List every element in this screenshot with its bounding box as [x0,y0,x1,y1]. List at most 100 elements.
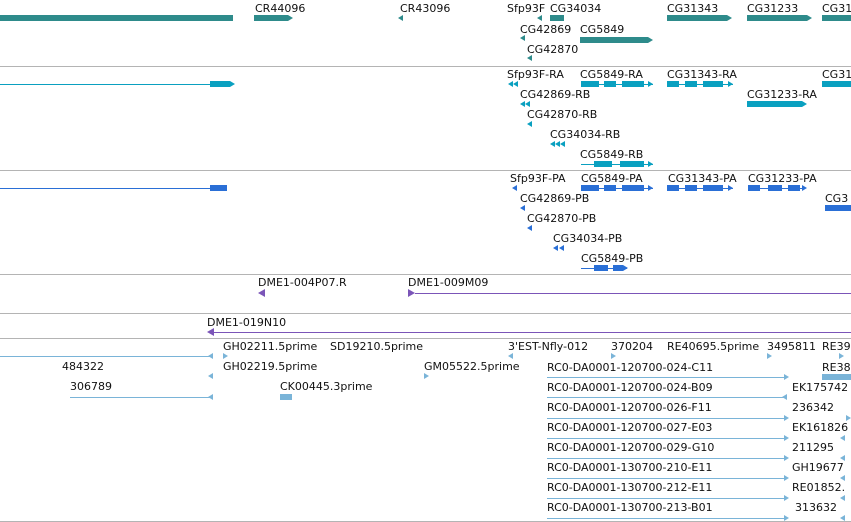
transcript-exon[interactable] [620,161,644,167]
arrow-right-icon[interactable] [784,374,789,380]
est-label[interactable]: RC0-DA0001-120700-026-F11 [547,401,712,414]
arrow-left-icon[interactable] [559,245,564,251]
arrow-left-icon[interactable] [520,101,525,107]
gene-feature-bar[interactable] [254,15,288,21]
clone-end-marker[interactable] [207,328,214,336]
arrow-right-icon[interactable] [846,415,851,421]
est-label[interactable]: RE39 [822,340,851,353]
est-span-line[interactable] [547,438,787,439]
arrow-left-icon[interactable] [840,495,845,501]
protein-label[interactable]: CG31233-PA [748,172,817,185]
gene-label[interactable]: CG42870 [527,43,579,56]
protein-exon[interactable] [210,185,227,191]
est-label[interactable]: GM05522.5prime [424,360,520,373]
est-span-line[interactable] [547,377,787,378]
transcript-exon[interactable] [685,81,697,87]
est-label[interactable]: GH02219.5prime [223,360,318,373]
gene-feature-bar[interactable] [0,15,233,21]
est-label[interactable]: CK00445.3prime [280,380,373,393]
transcript-exon[interactable] [604,81,616,87]
transcript-label[interactable]: CG31343-RA [667,68,737,81]
est-span-line[interactable] [547,498,787,499]
arrow-left-icon[interactable] [840,435,845,441]
protein-exon[interactable] [788,185,800,191]
arrow-right-icon[interactable] [784,415,789,421]
arrow-left-icon[interactable] [513,81,518,87]
protein-exon[interactable] [581,185,599,191]
est-label[interactable]: RC0-DA0001-120700-024-C11 [547,361,714,374]
arrow-left-icon[interactable] [782,394,787,400]
gene-feature-bar[interactable] [580,37,648,43]
arrow-left-icon[interactable] [520,205,525,211]
est-label[interactable]: 484322 [62,360,104,373]
gene-label[interactable]: CG34034 [550,2,602,15]
protein-label[interactable]: CG34034-PB [553,232,623,245]
gene-feature-bar[interactable] [667,15,727,21]
est-span-line[interactable] [547,458,787,459]
arrow-right-icon[interactable] [424,373,429,379]
gene-label[interactable]: CG31343 [667,2,719,15]
transcript-label[interactable]: CG34034-RB [550,128,621,141]
arrow-left-icon[interactable] [560,141,565,147]
est-label[interactable]: 3495811 [767,340,816,353]
est-label[interactable]: 211295 [792,441,834,454]
transcript-exon[interactable] [210,81,230,87]
gene-feature-bar[interactable] [822,15,851,21]
arrow-right-icon[interactable] [611,353,616,359]
protein-exon[interactable] [748,185,760,191]
clone-label[interactable]: DME1-019N10 [207,316,287,329]
protein-exon[interactable] [768,185,782,191]
arrow-left-icon[interactable] [208,353,213,359]
transcript-label[interactable]: CG42870-RB [527,108,598,121]
arrow-left-icon[interactable] [520,35,525,41]
clone-span-line[interactable] [214,332,851,333]
protein-label[interactable]: CG42869-PB [520,192,590,205]
est-label[interactable]: SD19210.5prime [330,340,423,353]
protein-exon[interactable] [825,205,851,211]
arrow-left-icon[interactable] [527,55,532,61]
arrow-left-icon[interactable] [208,394,213,400]
est-label[interactable]: RC0-DA0001-120700-029-G10 [547,441,715,454]
est-label[interactable]: 306789 [70,380,112,393]
arrow-left-icon[interactable] [840,475,845,481]
protein-label[interactable]: Sfp93F-PA [510,172,566,185]
transcript-label[interactable]: CG31 [822,68,851,81]
transcript-exon[interactable] [703,81,723,87]
arrow-right-icon[interactable] [784,435,789,441]
arrow-left-icon[interactable] [527,121,532,127]
est-span-line[interactable] [547,397,787,398]
protein-label[interactable]: CG5849-PB [581,252,644,265]
est-span-line[interactable] [70,397,212,398]
est-label[interactable]: GH19677 [792,461,844,474]
arrow-left-icon[interactable] [550,141,555,147]
transcript-label[interactable]: CG42869-RB [520,88,591,101]
est-label[interactable]: 3'EST-Nfly-012 [508,340,589,353]
protein-exon[interactable] [667,185,679,191]
protein-exon[interactable] [594,265,608,271]
transcript-label[interactable]: CG5849-RA [580,68,643,81]
transcript-exon[interactable] [581,81,599,87]
arrow-left-icon[interactable] [537,15,542,21]
clone-label[interactable]: DME1-009M09 [408,276,489,289]
arrow-left-icon[interactable] [840,515,845,521]
protein-exon[interactable] [604,185,616,191]
arrow-right-icon[interactable] [784,515,789,521]
arrow-left-icon[interactable] [553,245,558,251]
clone-label[interactable]: DME1-004P07.R [258,276,347,289]
arrow-right-icon[interactable] [784,475,789,481]
est-span-line[interactable] [547,518,787,519]
est-label[interactable]: EK175742 [792,381,849,394]
protein-label[interactable]: CG3 [825,192,849,205]
gene-feature-bar[interactable] [550,15,564,21]
arrow-left-icon[interactable] [508,353,513,359]
protein-exon[interactable] [703,185,723,191]
arrow-right-icon[interactable] [784,495,789,501]
est-label[interactable]: RE38 [822,361,851,374]
est-label[interactable]: RE01852. [792,481,846,494]
est-label[interactable]: GH02211.5prime [223,340,318,353]
protein-label[interactable]: CG31343-PA [668,172,737,185]
est-feature-bar[interactable] [822,374,851,380]
gene-label[interactable]: CG42869 [520,23,572,36]
arrow-left-icon[interactable] [398,15,403,21]
arrow-left-icon[interactable] [555,141,560,147]
